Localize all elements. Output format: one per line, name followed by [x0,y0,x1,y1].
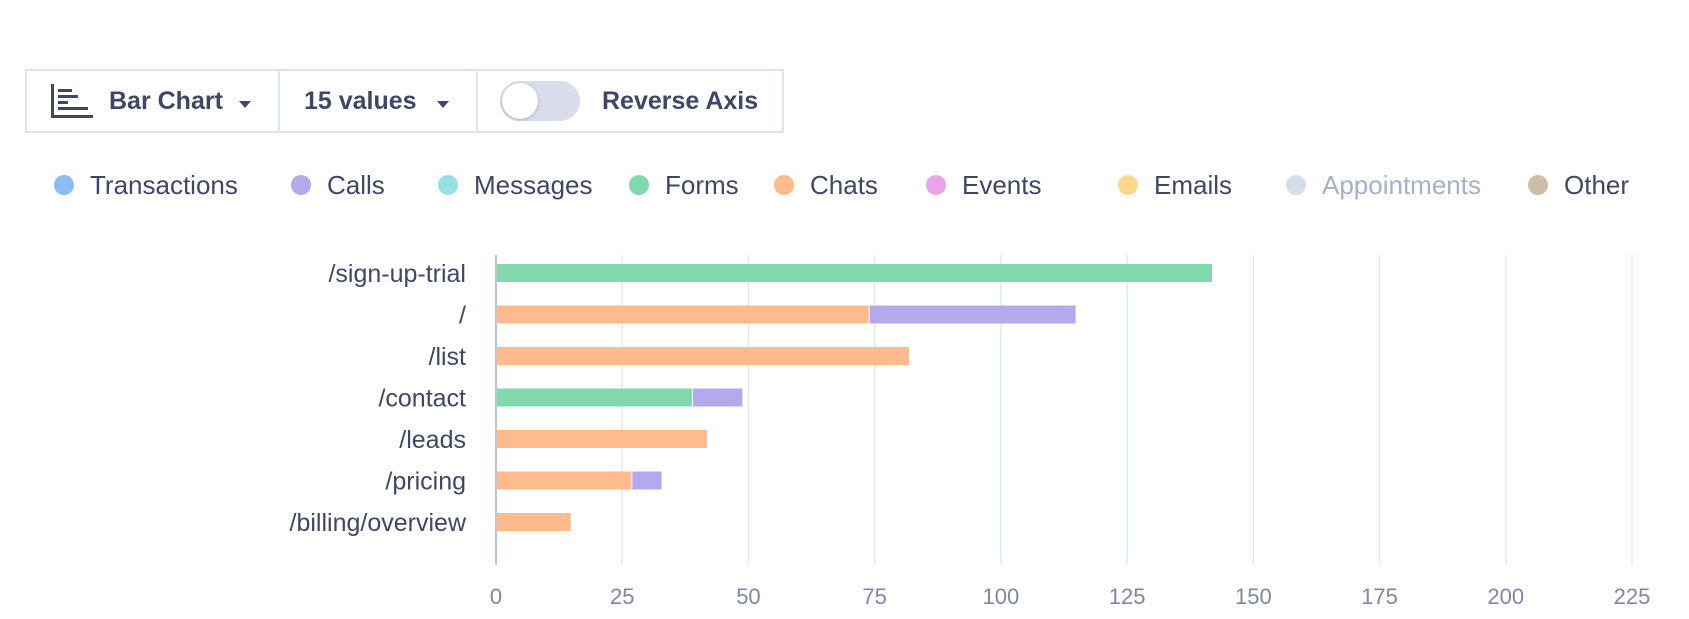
legend-dot-emails [1118,175,1138,195]
bar-chart: /sign-up-trial / /list/contact/leads/prici… [290,255,1651,609]
legend-label-chats: Chats [810,169,878,200]
bar-chats [496,305,869,324]
bar-chats [496,471,632,490]
bar-forms [496,264,1212,282]
legend-dot-chats [774,175,794,195]
values-count-dropdown[interactable]: 15 values [278,69,478,133]
legend-label-forms: Forms [665,169,739,200]
reverse-axis-toggle[interactable] [500,81,580,121]
reverse-axis-label: Reverse Axis [602,86,759,115]
bar-calls [692,388,743,407]
bar-chats [496,430,708,448]
category-label: /pricing [385,468,466,496]
bar-calls [869,305,1076,324]
x-tick-label: 225 [1614,584,1651,609]
x-tick-label: 75 [862,584,886,609]
values-count-label: 15 values [304,86,417,115]
category-label: /contact [378,385,466,413]
bar-forms [496,388,692,407]
category-label: / [459,302,466,330]
chart-legend: Transactions Calls Messages Forms Chats Event… [54,168,1674,202]
x-tick-label: 175 [1361,584,1398,609]
legend-item-calls[interactable]: Calls [291,168,385,202]
category-label: /sign-up-trial [328,260,466,288]
legend-item-other[interactable]: Other [1528,168,1629,202]
x-tick-label: 200 [1487,584,1524,609]
legend-dot-transactions [54,175,74,195]
bar-chats [496,513,571,531]
legend-item-messages[interactable]: Messages [438,168,593,202]
legend-dot-messages [438,175,458,195]
legend-label-other: Other [1564,169,1630,200]
bar-chart-icon [51,84,93,118]
chart-type-dropdown[interactable]: Bar Chart [25,69,280,133]
legend-item-events[interactable]: Events [926,168,1042,202]
x-tick-label: 150 [1235,584,1272,609]
legend-dot-other [1528,175,1548,195]
chart-type-label: Bar Chart [109,86,223,115]
chevron-down-icon [436,100,449,108]
legend-label-calls: Calls [327,169,385,200]
legend-dot-calls [291,175,311,195]
legend-label-messages: Messages [474,169,593,200]
legend-dot-events [926,175,946,195]
bar-calls [632,471,662,490]
legend-item-transactions[interactable]: Transactions [54,168,238,202]
chevron-down-icon [238,100,251,108]
legend-label-emails: Emails [1154,169,1233,200]
x-tick-label: 125 [1109,584,1146,609]
category-label: /list [429,343,467,371]
x-tick-label: 100 [983,584,1020,609]
x-tick-label: 0 [490,584,502,609]
category-label: /leads [399,426,466,454]
legend-dot-appointments [1286,175,1306,195]
toggle-knob [502,83,538,119]
legend-item-chats[interactable]: Chats [774,168,878,202]
legend-label-transactions: Transactions [90,169,238,200]
legend-dot-forms [629,175,649,195]
legend-item-forms[interactable]: Forms [629,168,739,202]
legend-label-events: Events [962,169,1042,200]
legend-label-appointments: Appointments [1322,169,1481,200]
chart-toolbar: Bar Chart 15 values Reverse Axis [25,69,784,133]
x-tick-label: 25 [610,584,634,609]
reverse-axis-control: Reverse Axis [476,69,784,133]
legend-item-appointments[interactable]: Appointments [1286,168,1481,202]
bar-chats [496,347,910,365]
legend-item-emails[interactable]: Emails [1118,168,1232,202]
category-label: /billing/overview [290,509,467,537]
x-tick-label: 50 [736,584,760,609]
